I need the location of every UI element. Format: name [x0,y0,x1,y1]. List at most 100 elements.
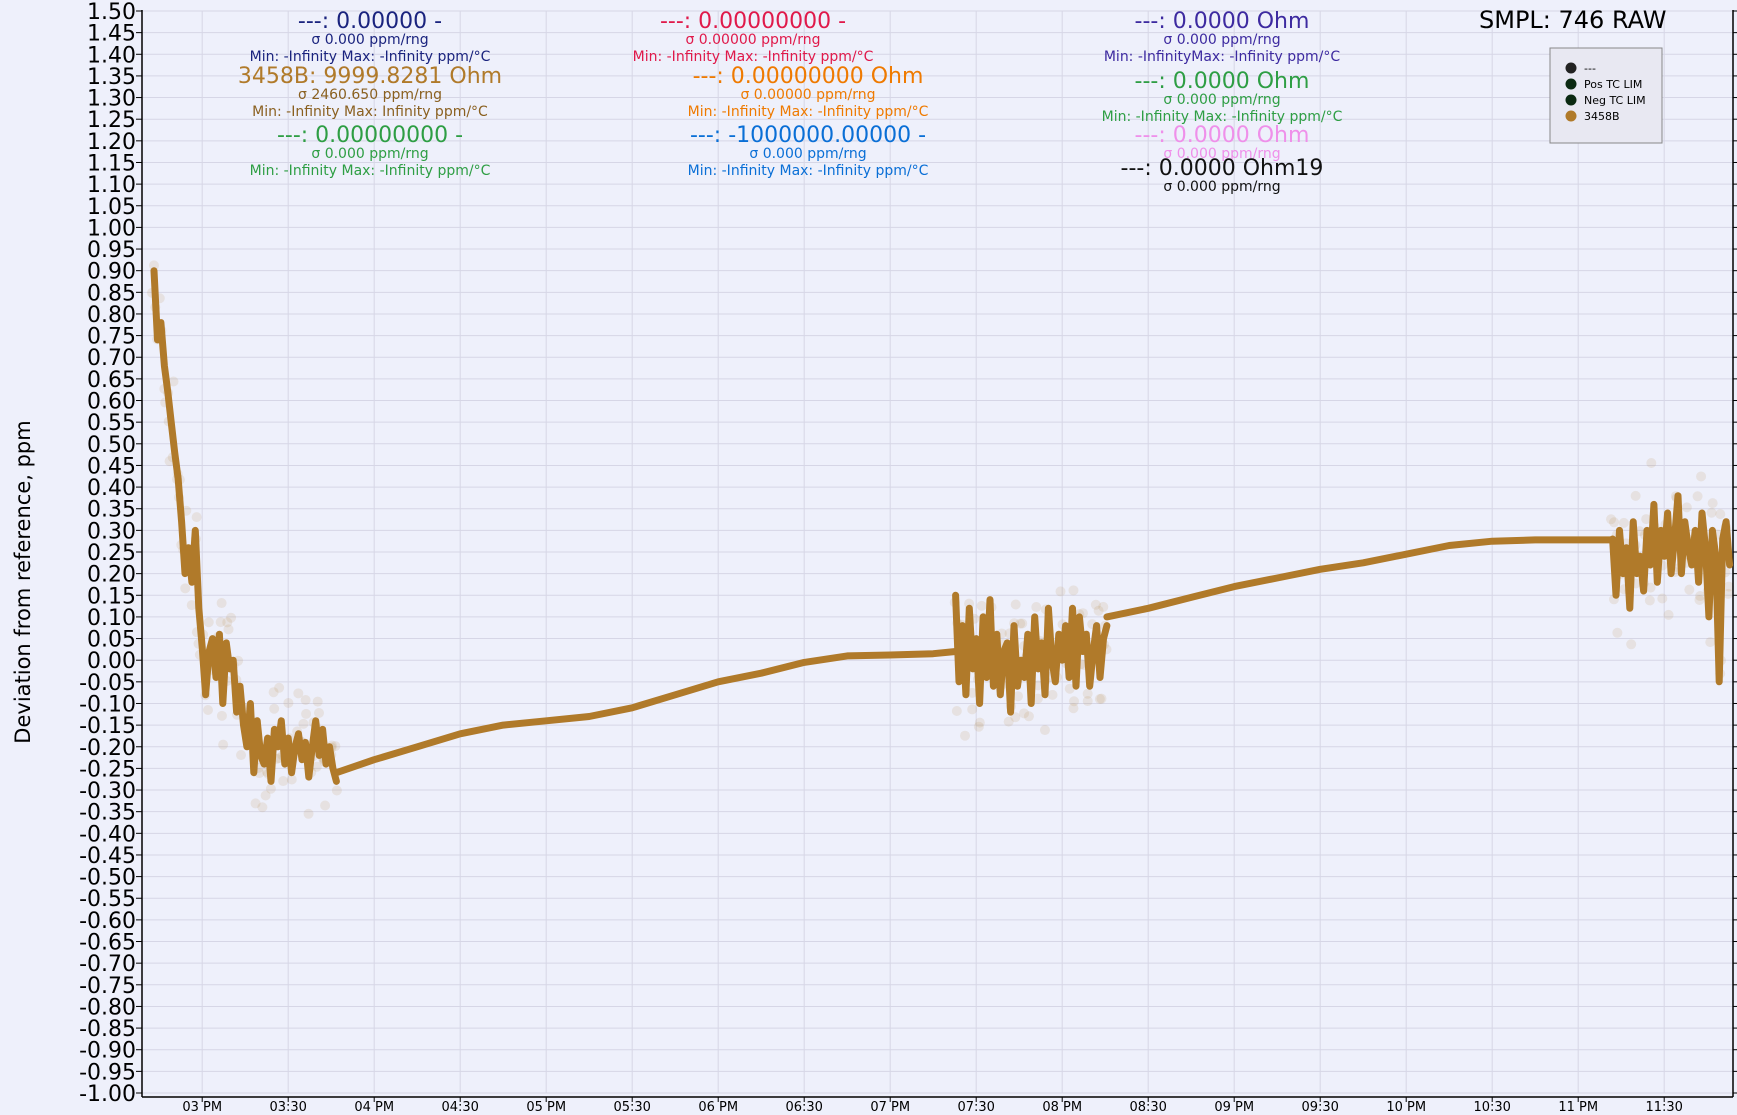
raw-point [313,707,324,718]
y-tick-label: -0.35 [79,801,136,826]
raw-point [268,687,279,698]
raw-point [1696,471,1707,482]
legend-label[interactable]: --- [1584,62,1596,75]
legend-label[interactable]: Pos TC LIM [1584,78,1642,91]
x-tick-label: 04:30 [441,1100,478,1115]
raw-point [1694,594,1705,605]
stat-minmax: Min: -Infinity Max: -Infinity ppm/°C [250,49,491,65]
y-tick-label: 0.65 [87,368,136,393]
raw-point [222,617,233,628]
raw-point [1015,618,1026,629]
raw-point [1068,585,1079,596]
y-tick-label: -0.80 [79,995,136,1020]
stat-minmax: Min: -Infinity Max: -Infinity ppm/°C [688,104,929,120]
raw-point [216,598,227,609]
series-line-segment [952,591,1111,716]
stat-value: ---: 0.00000000 - [660,9,846,34]
y-tick-label: 1.35 [87,65,136,90]
raw-point [1630,490,1641,501]
y-tick-label: 0.70 [87,346,136,371]
raw-point [1684,584,1695,595]
raw-point [265,783,276,794]
y-tick-label: 1.05 [87,195,136,220]
y-tick-label: -0.20 [79,736,136,761]
x-tick-label: 06 PM [698,1100,738,1115]
series-line-segment [332,648,960,777]
legend: --- Pos TC LIM Neg TC LIM 3458B [1549,47,1663,144]
legend-label[interactable]: 3458B [1584,110,1620,123]
x-tick-label: 10 PM [1386,1100,1426,1115]
raw-point [303,808,314,819]
raw-point [283,697,294,708]
raw-point [1723,581,1734,592]
y-tick-label: -0.25 [79,757,136,782]
stat-sigma: σ 0.000 ppm/rng [311,32,428,48]
stat-sigma: σ 0.00000 ppm/rng [740,87,875,103]
y-tick-label: 0.30 [87,519,136,544]
raw-point [216,710,227,721]
raw-point [180,583,191,594]
raw-point [1618,517,1629,528]
raw-point [1612,627,1623,638]
y-tick-label: 0.05 [87,628,136,653]
raw-point [269,703,280,714]
x-tick-label: 05 PM [526,1100,566,1115]
y-tick-label: 0.10 [87,606,136,631]
y-tick-label: -0.70 [79,952,136,977]
raw-point [320,800,331,811]
legend-label[interactable]: Neg TC LIM [1584,94,1646,107]
y-tick-label: 1.00 [87,216,136,241]
stat-minmax: Min: -InfinityMax: -Infinity ppm/°C [1104,49,1341,65]
raw-point [218,739,229,750]
stat-minmax: Min: -Infinity Max: -Infinity ppm/°C [688,163,929,179]
stat-minmax: Min: -Infinity Max: Infinity ppm/°C [252,104,488,120]
y-ticks: -1.00-0.95-0.90-0.85-0.80-0.75-0.70-0.65… [79,0,1737,1107]
raw-point [960,730,971,741]
x-ticks: 03 PM 03:30 04 PM 04:30 05 PM 05:30 06 PM 06:30… [182,1097,1683,1115]
raw-point [1645,582,1656,593]
raw-point [1663,609,1674,620]
raw-point [1723,588,1734,599]
stat-value: ---: 0.0000 Ohm [1135,69,1310,94]
raw-point [203,617,214,628]
raw-point [191,512,202,523]
stat-value: 3458B: 9999.8281 Ohm [238,64,502,89]
y-tick-label: 0.25 [87,541,136,566]
stat-sigma: σ 2460.650 ppm/rng [298,87,442,103]
stat-sigma: σ 0.000 ppm/rng [311,146,428,162]
y-tick-label: -0.10 [79,692,136,717]
raw-point [1003,716,1014,727]
raw-point [202,704,213,715]
x-tick-label: 08 PM [1042,1100,1082,1115]
raw-point [257,802,268,813]
x-tick-label: 07:30 [957,1100,994,1115]
raw-point [1068,703,1079,714]
y-axis-label: Deviation from reference, ppm [11,420,35,743]
y-tick-label: -0.65 [79,931,136,956]
x-tick-label: 11:30 [1645,1100,1682,1115]
raw-point [1064,683,1075,694]
raw-point [973,721,984,732]
stat-sigma: σ 0.000 ppm/rng [1163,32,1280,48]
y-tick-label: -0.55 [79,887,136,912]
raw-point [1681,502,1692,513]
series-lines [150,267,1734,785]
x-tick-label: 09:30 [1301,1100,1338,1115]
y-tick-label: -0.45 [79,844,136,869]
y-tick-label: 0.80 [87,303,136,328]
y-tick-label: 0.15 [87,584,136,609]
legend-marker [1565,94,1577,106]
raw-point [1082,688,1093,699]
y-tick-label: 0.35 [87,498,136,523]
raw-point [1010,599,1021,610]
raw-point [1082,696,1093,707]
raw-point [1047,689,1058,700]
